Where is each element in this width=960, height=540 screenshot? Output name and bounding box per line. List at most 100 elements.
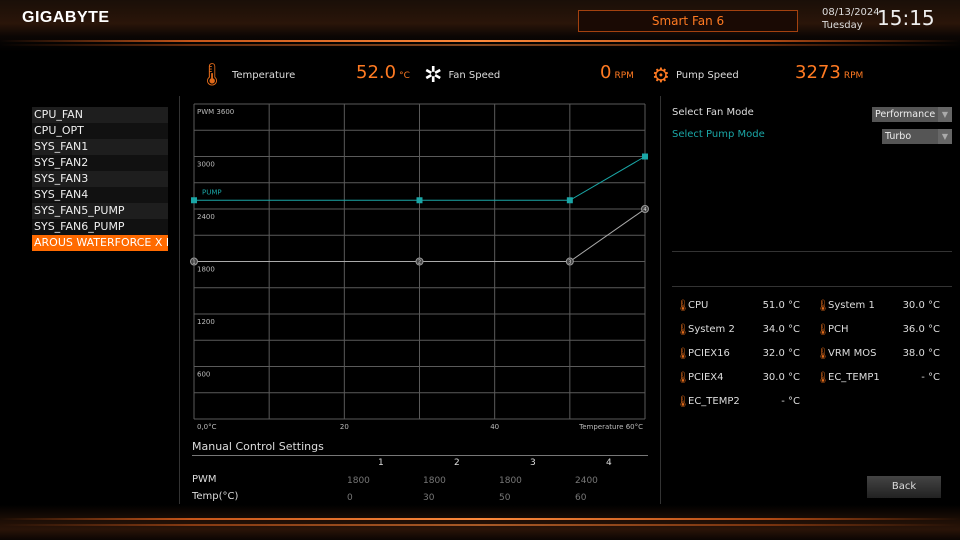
y-tick-label: 2400 (197, 213, 215, 221)
decor-streak (0, 524, 960, 526)
decor-streak (0, 518, 960, 520)
temp-value: 36.0 °C (902, 324, 940, 335)
fan-speed-unit: RPM (614, 71, 634, 81)
temp-readout: 🌡︎ PCIEX16 32.0 °C (676, 347, 806, 360)
temp-cell: 60 (575, 493, 587, 503)
thermometer-icon: 🌡︎ (676, 323, 690, 336)
x-tick-label: Temperature 60°C (578, 423, 643, 431)
temp-readout: 🌡︎ System 1 30.0 °C (816, 299, 946, 312)
pump-curve-line (194, 156, 646, 201)
fan-list: CPU_FAN CPU_OPT SYS_FAN1 SYS_FAN2 SYS_FAN3 SY… (32, 107, 168, 251)
column-header: 2 (454, 458, 460, 468)
fan-list-item[interactable]: CPU_OPT (32, 123, 168, 139)
pump-speed-unit: RPM (843, 71, 864, 81)
temp-name: EC_TEMP1 (828, 372, 880, 383)
x-tick-label: 20 (340, 423, 349, 431)
temp-value: 32.0 °C (762, 348, 800, 359)
temp-name: PCH (828, 324, 849, 335)
pump-curve-point[interactable] (416, 197, 423, 204)
pump-speed-value: 3273 RPM (795, 62, 863, 83)
thermometer-icon: 🌡︎ (816, 371, 830, 384)
fan-list-item[interactable]: SYS_FAN5_PUMP (32, 203, 168, 219)
chevron-down-icon: ▼ (938, 107, 952, 122)
pump-curve-point[interactable] (191, 197, 197, 204)
temp-name: VRM MOS (828, 348, 877, 359)
thermometer-icon: 🌡︎ (676, 371, 690, 384)
back-button[interactable]: Back (867, 476, 941, 498)
temp-cell: 30 (423, 493, 435, 503)
fan-curve-point[interactable] (190, 257, 198, 266)
pump-mode-select[interactable]: Turbo ▼ (882, 129, 952, 144)
temp-name: System 1 (828, 300, 875, 311)
fan-list-item[interactable]: SYS_FAN6_PUMP (32, 219, 168, 235)
fan-curve-point[interactable] (641, 205, 649, 213)
decor-streak (0, 44, 960, 46)
temp-value: 38.0 °C (902, 348, 940, 359)
temperature-value: 52.0 °C (356, 62, 410, 83)
temp-value: 30.0 °C (902, 300, 940, 311)
fan-list-item[interactable]: AROUS WATERFORCE X II 360 (32, 235, 168, 251)
temp-name: PCIEX16 (688, 348, 730, 359)
divider (672, 286, 952, 287)
y-tick-label: 600 (197, 371, 210, 379)
column-header: 4 (606, 458, 612, 468)
date: 08/13/2024 (822, 7, 880, 18)
temp-cell: 50 (499, 493, 511, 503)
temp-name: PCIEX4 (688, 372, 724, 383)
thermometer-icon: 🌡︎ (676, 299, 690, 312)
fan-list-item[interactable]: SYS_FAN2 (32, 155, 168, 171)
fan-mode-label: Select Fan Mode (672, 107, 754, 118)
pump-curve-point[interactable] (642, 153, 648, 160)
pump-speed-stat: ⚙ Pump Speed (652, 60, 739, 90)
pump-speed-label: Pump Speed (675, 69, 739, 81)
fan-list-item[interactable]: SYS_FAN1 (32, 139, 168, 155)
fan-mode-value: Performance (875, 109, 936, 120)
fan-curve-chart[interactable]: PWM 3600 3000 2400 1800 1200 600 0,0°C 20 40 Temp… (180, 95, 660, 435)
day: Tuesday (822, 20, 863, 31)
divider (660, 96, 661, 504)
divider (672, 251, 952, 252)
fan-icon: ✲ (424, 62, 443, 88)
thermometer-icon: 🌡︎ (676, 395, 690, 408)
temp-readout: 🌡︎ System 2 34.0 °C (676, 323, 806, 336)
column-header: 3 (530, 458, 536, 468)
temp-readout: 🌡︎ EC_TEMP1 - °C (816, 371, 946, 384)
thermometer-icon: 🌡︎ (676, 347, 690, 360)
temperature-stat: 🌡︎ Temperature (198, 60, 295, 90)
fan-speed-value: 0 RPM (600, 62, 634, 83)
temp-name: System 2 (688, 324, 735, 335)
fan-curve-point[interactable] (415, 257, 424, 266)
pump-mode-value: Turbo (885, 131, 912, 142)
x-tick-label: 40 (490, 423, 499, 431)
decor-streak (0, 40, 960, 42)
y-tick-label: 1800 (197, 266, 215, 274)
temp-value: 34.0 °C (762, 324, 800, 335)
temperature-unit: °C (399, 71, 410, 81)
clock: 15:15 (877, 6, 935, 30)
temp-label: Temp(°C) (192, 491, 239, 502)
thermometer-icon: 🌡︎ (816, 323, 830, 336)
manual-settings-title: Manual Control Settings (192, 440, 648, 456)
fan-point-label: 4 (643, 207, 646, 213)
fan-curve-line (194, 208, 646, 262)
smart-fan-tab[interactable]: Smart Fan 6 (578, 10, 798, 32)
fan-list-item[interactable]: SYS_FAN3 (32, 171, 168, 187)
fan-point-label: 2 (418, 260, 421, 266)
pwm-cell: 2400 (575, 476, 598, 486)
y-tick-label: 3000 (197, 161, 215, 169)
temp-readout: 🌡︎ PCIEX4 30.0 °C (676, 371, 806, 384)
fan-speed-number: 0 (600, 62, 612, 83)
x-tick-label: 0,0°C (197, 423, 217, 431)
temp-readout: 🌡︎ CPU 51.0 °C (676, 299, 806, 312)
pwm-label: PWM (192, 474, 217, 485)
temp-value: 30.0 °C (762, 372, 800, 383)
fan-list-item[interactable]: SYS_FAN4 (32, 187, 168, 203)
pump-curve-point[interactable] (566, 197, 573, 204)
divider (179, 96, 180, 504)
gigabyte-logo: GIGABYTE (22, 9, 110, 26)
fan-curve-point[interactable] (565, 257, 574, 266)
fan-mode-select[interactable]: Performance ▼ (872, 107, 952, 122)
fan-list-item[interactable]: CPU_FAN (32, 107, 168, 123)
pump-series-label: PUMP (202, 188, 222, 196)
pwm-cell: 1800 (347, 476, 370, 486)
